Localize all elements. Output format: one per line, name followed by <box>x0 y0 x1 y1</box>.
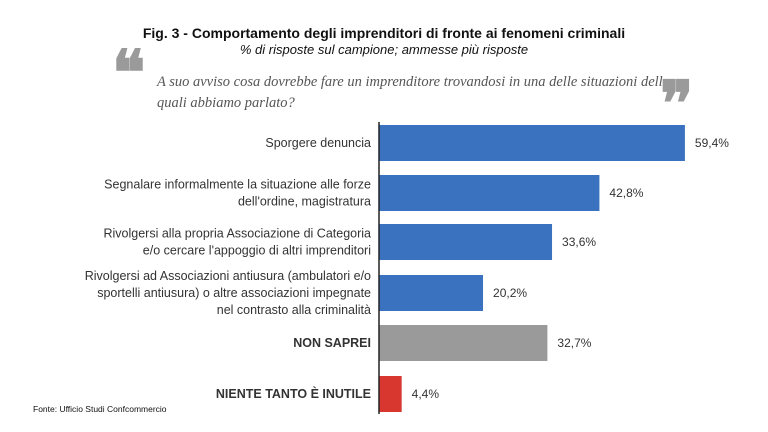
category-label-3-line-2: e/o cercare l'appoggio di altri imprendi… <box>143 244 371 258</box>
bar-3 <box>379 224 553 260</box>
value-label-4: 20,2% <box>493 286 527 300</box>
category-label-5-line-1: NON SAPREI <box>293 336 371 350</box>
source-note: Fonte: Ufficio Studi Confcommercio <box>33 404 167 414</box>
bar-6 <box>379 376 402 412</box>
category-label-6-line-1: NIENTE TANTO È INUTILE <box>216 386 371 401</box>
bar-1 <box>379 125 685 161</box>
category-label-2-line-2: dell'ordine, magistratura <box>238 195 371 209</box>
value-label-5: 32,7% <box>557 336 591 350</box>
open-quote-icon: ❝ <box>112 36 146 109</box>
category-label-4-line-3: nel contrasto alla criminalità <box>217 303 371 317</box>
bar-4 <box>379 275 484 311</box>
close-quote-icon: ❞ <box>660 67 694 140</box>
category-label-2-line-1: Segnalare informalmente la situazione al… <box>104 178 371 192</box>
category-label-1-line-1: Sporgere denuncia <box>265 136 371 150</box>
chart-subtitle: % di risposte sul campione; ammesse più … <box>239 42 529 57</box>
category-label-3-line-1: Rivolgersi alla propria Associazione di … <box>104 227 372 241</box>
value-label-1: 59,4% <box>695 136 729 150</box>
survey-question: A suo avviso cosa dovrebbe fare un impre… <box>157 74 670 111</box>
bar-2 <box>379 175 600 211</box>
value-label-6: 4,4% <box>412 387 440 401</box>
category-label-4-line-1: Rivolgersi ad Associazioni antiusura (am… <box>85 269 371 283</box>
chart-title: Fig. 3 - Comportamento degli imprenditor… <box>142 25 626 41</box>
bar-5 <box>379 325 548 361</box>
value-label-3: 33,6% <box>562 235 596 249</box>
value-label-2: 42,8% <box>609 186 643 200</box>
category-label-4-line-2: sportelli antiusura) o altre associazion… <box>97 286 371 300</box>
